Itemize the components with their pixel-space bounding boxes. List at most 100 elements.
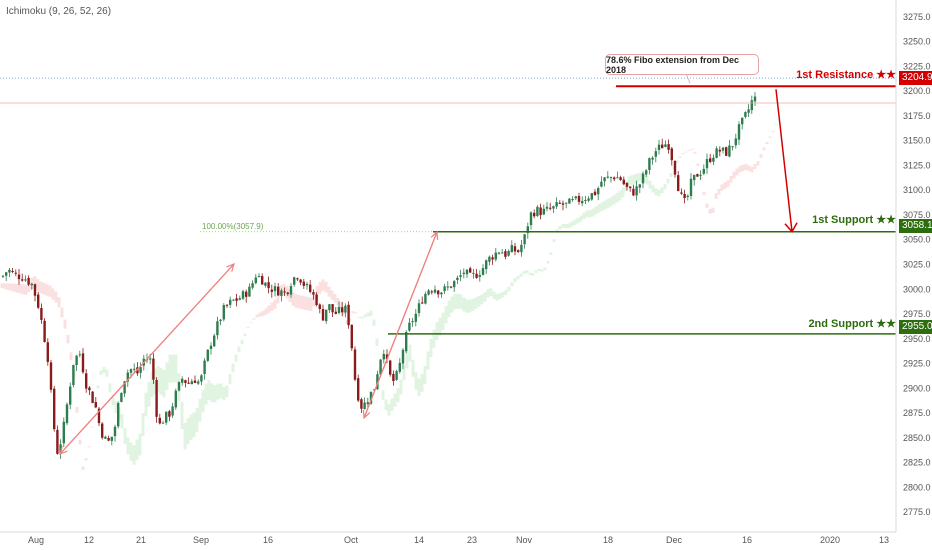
cloud-segment: [48, 285, 52, 297]
cloud-segment: [207, 380, 211, 401]
cloud-segment: [393, 393, 397, 407]
cloud-segment: [666, 178, 670, 184]
candle-body: [469, 268, 472, 273]
x-tick-label: 13: [879, 535, 889, 545]
cloud-segment: [186, 418, 190, 445]
candle-body: [741, 117, 744, 125]
candle-body: [622, 179, 625, 185]
candle-body: [718, 149, 721, 152]
candle-body: [337, 306, 341, 313]
cloud-segment: [78, 440, 82, 445]
cloud-segment: [381, 390, 385, 400]
candle-body: [411, 321, 414, 323]
candle-body: [603, 177, 606, 182]
cloud-segment: [60, 307, 64, 318]
candle-body: [5, 272, 8, 276]
candle-body: [645, 170, 648, 175]
cloud-segment: [168, 354, 172, 383]
cloud-segment: [543, 267, 547, 271]
cloud-segment: [693, 151, 697, 154]
candle-body: [513, 246, 517, 252]
candle-body: [309, 284, 312, 292]
cloud-segment: [444, 306, 448, 324]
candle-body: [270, 289, 273, 292]
cloud-segment: [39, 281, 43, 294]
candle-body: [117, 403, 120, 427]
candle-body: [584, 200, 587, 202]
cloud-segment: [264, 308, 268, 315]
cloud-segment: [495, 293, 499, 301]
candle-body: [507, 250, 510, 256]
cloud-segment: [432, 329, 436, 348]
candle-body: [245, 291, 248, 297]
cloud-segment: [180, 401, 184, 430]
cloud-segment: [699, 176, 703, 180]
y-tick-label: 3100.0: [903, 185, 931, 195]
candle-body: [453, 281, 456, 288]
y-tick-label: 2950.0: [903, 334, 931, 344]
candle-body: [702, 168, 705, 174]
cloud-segment: [324, 281, 328, 293]
cloud-segment: [33, 276, 37, 288]
cloud-segment: [87, 446, 91, 448]
candle-body: [219, 319, 222, 322]
candle-body: [462, 272, 465, 275]
candle-body: [494, 252, 497, 260]
cloud-segment: [387, 403, 391, 416]
candle-body: [385, 354, 389, 360]
cloud-segment: [396, 388, 400, 403]
cloud-segment: [306, 296, 310, 311]
cloud-segment: [426, 351, 430, 370]
candle-body: [443, 286, 446, 292]
cloud-segment: [261, 310, 265, 317]
candle-body: [293, 277, 296, 285]
cloud-segment: [192, 412, 196, 438]
fib-level-label: 100.00%(3057.9): [202, 222, 264, 231]
pattern-arrow-head: [430, 230, 439, 241]
candle-body: [241, 291, 245, 299]
support1-label: 1st Support ★★: [812, 214, 896, 226]
candle-body: [11, 270, 14, 272]
cloud-segment: [489, 288, 493, 297]
candle-body: [504, 251, 507, 257]
cloud-segment: [123, 428, 127, 444]
cloud-segment: [108, 383, 112, 393]
cloud-segment: [252, 318, 256, 320]
cloud-segment: [645, 176, 649, 185]
candle-body: [69, 386, 72, 405]
candle-body: [526, 226, 529, 234]
pattern-arrow-line: [363, 231, 438, 419]
cloud-segment: [351, 311, 355, 314]
x-tick-label: 14: [414, 535, 424, 545]
x-tick-label: Nov: [516, 535, 533, 545]
candle-body: [126, 372, 129, 382]
cloud-segment: [63, 319, 67, 329]
candle-body: [533, 212, 536, 217]
candle-body: [369, 391, 373, 404]
candle-body: [379, 359, 382, 375]
candle-body: [273, 286, 277, 292]
candle-body: [715, 148, 718, 158]
candle-body: [424, 293, 427, 304]
cloud-segment: [570, 221, 574, 227]
cloud-segment: [684, 151, 688, 153]
cloud-segment: [732, 171, 736, 179]
cloud-segment: [162, 369, 166, 398]
candle-body: [302, 281, 305, 286]
x-tick-label: 23: [467, 535, 477, 545]
cloud-segment: [768, 136, 772, 138]
cloud-segment: [111, 394, 115, 406]
cloud-segment: [99, 370, 103, 375]
cloud-segment: [240, 339, 244, 345]
cloud-segment: [546, 260, 550, 264]
cloud-segment: [717, 188, 721, 195]
cloud-segment: [411, 359, 415, 377]
candle-body: [373, 389, 376, 391]
cloud-segment: [228, 374, 232, 385]
projection-arrow-head: [784, 222, 798, 234]
cloud-segment: [420, 373, 424, 392]
y-tick-label: 3025.0: [903, 260, 931, 270]
cloud-segment: [255, 314, 259, 318]
candle-body: [664, 144, 667, 147]
